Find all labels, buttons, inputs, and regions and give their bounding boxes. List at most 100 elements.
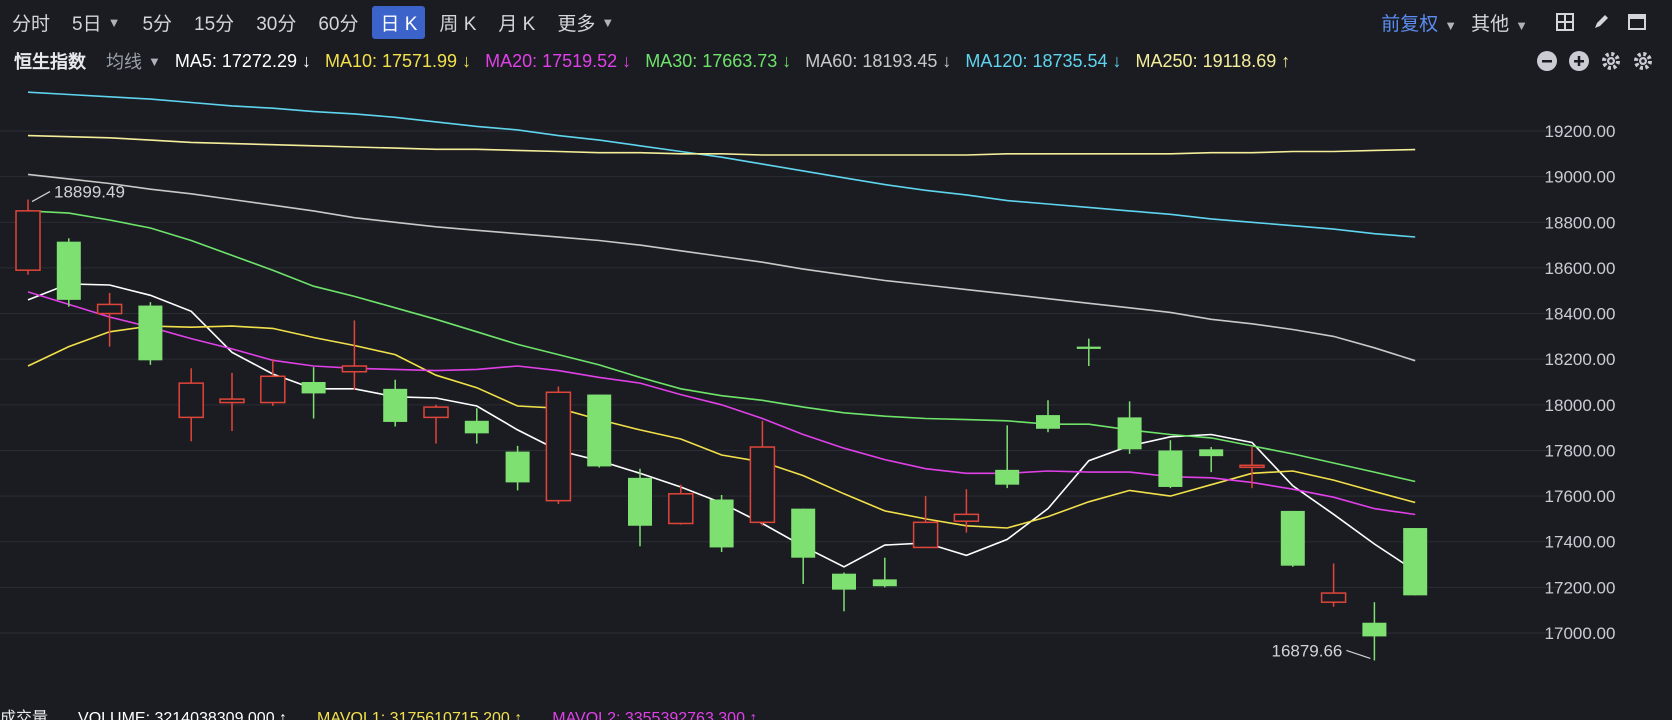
candle: [96, 293, 123, 347]
chevron-down-icon: ▼: [1444, 17, 1458, 33]
other-dropdown[interactable]: 其他 ▼: [1471, 9, 1528, 36]
candle: [749, 420, 776, 526]
candle-body: [1036, 415, 1060, 429]
candle-body: [1076, 346, 1101, 349]
ma-legend: 恒生指数 均线 ▼ MA5: 17272.29 ↓ MA10: 17571.99 ↓…: [0, 44, 1672, 78]
candle-body: [383, 388, 408, 422]
y-tick-label: 18400.00: [1545, 305, 1616, 324]
volume-legend-item: 成交量: [0, 710, 49, 720]
candle-body: [56, 241, 81, 300]
candle-body: [138, 305, 163, 361]
period-tab[interactable]: 月 K: [498, 9, 535, 36]
candle: [1199, 447, 1224, 473]
candle-body: [995, 469, 1020, 485]
gear-icon[interactable]: [1598, 48, 1624, 74]
minus-circle-icon[interactable]: [1534, 48, 1560, 74]
period-tab[interactable]: 更多 ▼: [557, 9, 614, 36]
settings-icon[interactable]: [1630, 48, 1656, 74]
period-tab[interactable]: 5分: [142, 9, 172, 36]
candle: [1076, 338, 1101, 367]
y-tick-label: 19000.00: [1545, 168, 1616, 187]
candle: [1320, 563, 1347, 607]
high-annotation: 18899.49: [54, 183, 125, 202]
annotation-arrow: [31, 191, 51, 203]
candle-body: [423, 406, 449, 419]
candle: [628, 468, 652, 547]
candle-body: [1117, 417, 1142, 450]
candle: [872, 557, 897, 588]
period-tab[interactable]: 周 K: [439, 9, 476, 36]
candle-body: [872, 579, 897, 587]
y-tick-label: 18000.00: [1545, 396, 1616, 415]
volume-legend-item: VOLUME: 3214038309.000 ↑: [78, 710, 288, 720]
plus-circle-icon[interactable]: [1566, 48, 1592, 74]
y-tick-label: 18600.00: [1545, 259, 1616, 278]
period-tab[interactable]: 15分: [194, 9, 234, 36]
ma-legend-item: MA30: 17663.73 ↓: [645, 50, 792, 71]
candle: [1362, 602, 1387, 661]
period-tab-label: 更多: [557, 13, 596, 35]
candle-body: [505, 451, 530, 483]
candle-body: [749, 446, 776, 524]
ma-line-ma10: [27, 325, 1416, 529]
period-tab[interactable]: 分时: [12, 9, 50, 36]
y-tick-label: 19200.00: [1545, 122, 1616, 141]
candle-body: [545, 391, 572, 502]
avg-line-dropdown[interactable]: 均线 ▼: [106, 48, 161, 74]
ma-line-ma250: [27, 134, 1416, 156]
period-tab[interactable]: 30分: [256, 9, 296, 36]
volume-legend-item: MAVOL1: 3175610715.200 ↑: [317, 710, 523, 720]
y-tick-label: 17600.00: [1545, 487, 1616, 506]
candle: [1403, 528, 1428, 596]
chevron-down-icon: ▼: [1515, 17, 1528, 33]
candle-body: [953, 513, 980, 522]
period-tab-label: 5分: [142, 13, 173, 35]
period-tab[interactable]: 60分: [318, 9, 358, 36]
ma-legend-item: MA60: 18193.45 ↓: [805, 50, 952, 71]
low-annotation: 16879.66: [1271, 641, 1342, 660]
ma-legend-item: MA120: 18735.54 ↓: [965, 50, 1122, 71]
ma-line-ma60: [27, 173, 1416, 362]
candle-body: [1362, 622, 1387, 637]
avg-line-label: 均线: [106, 52, 142, 72]
candle: [1117, 401, 1142, 454]
candle: [301, 367, 326, 419]
ma-line-ma20: [27, 291, 1416, 516]
candle-body: [464, 420, 489, 434]
kline-chart[interactable]: 17000.00 17200.00 17400.00 17600.00 17800.00…: [0, 78, 1672, 704]
candle-body: [341, 365, 368, 373]
candle-body: [832, 573, 856, 590]
y-tick-label: 17000.00: [1545, 624, 1616, 643]
candle: [341, 320, 368, 390]
ma-legend-item: MA250: 19118.69 ↑: [1135, 50, 1291, 71]
candle: [1036, 400, 1060, 433]
candle-body: [791, 508, 816, 558]
candle-body: [668, 493, 694, 525]
window-icon[interactable]: [1624, 9, 1650, 35]
period-tab-label: 月 K: [498, 13, 536, 35]
pen-icon[interactable]: [1588, 9, 1614, 35]
candle: [668, 484, 694, 525]
candle-body: [709, 499, 734, 548]
y-tick-label: 18200.00: [1545, 350, 1616, 369]
candle: [260, 359, 286, 406]
ma-legend-item: MA5: 17272.29 ↓: [174, 50, 311, 71]
candle: [1239, 447, 1265, 489]
candle-body: [96, 303, 123, 315]
candle: [1280, 510, 1305, 567]
chevron-down-icon: ▼: [601, 14, 615, 30]
candle: [423, 404, 449, 444]
index-name: 恒生指数: [14, 52, 86, 72]
candle-body: [587, 394, 612, 467]
period-tab[interactable]: 日 K: [372, 5, 426, 39]
candle: [383, 379, 408, 427]
candle: [138, 302, 163, 365]
chevron-down-icon: ▼: [148, 53, 161, 69]
grid-icon[interactable]: [1552, 9, 1578, 35]
period-tab[interactable]: 5日 ▼: [72, 9, 120, 36]
candle-body: [1403, 528, 1428, 596]
period-toolbar: 分时 5日 ▼ 5分 15分 30分 60分日 K 周 K 月 K 更多 ▼: [0, 0, 1672, 44]
candle: [791, 508, 816, 584]
adjust-dropdown[interactable]: 前复权 ▼: [1381, 9, 1457, 36]
candle: [219, 372, 245, 432]
